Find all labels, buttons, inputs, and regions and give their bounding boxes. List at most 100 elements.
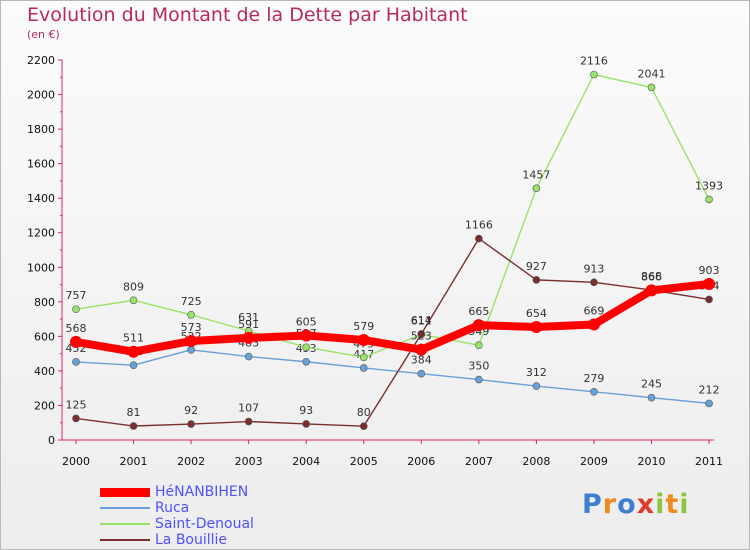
data-point-h-nanbihen	[242, 331, 255, 344]
legend-label-saint-denoual: Saint-Denoual	[155, 516, 254, 532]
chart-subtitle: (en €)	[27, 28, 60, 41]
data-label-la-bouillie: 81	[127, 406, 141, 419]
data-point-ruca	[302, 357, 311, 366]
data-point-ruca	[705, 399, 713, 408]
data-point-h-nanbihen	[530, 321, 543, 334]
x-tick-label: 2008	[522, 455, 550, 468]
data-label-h-nanbihen: 568	[66, 322, 87, 335]
data-point-ruca	[647, 393, 656, 402]
x-tick-label: 2010	[638, 455, 666, 468]
y-tick-label: 400	[34, 365, 55, 378]
x-tick-label: 2004	[292, 455, 320, 468]
legend-swatch-saint-denoual	[100, 523, 150, 525]
proxiti-logo: Proxiti	[582, 489, 690, 520]
legend-label-henanbihen: HéNANBIHEN	[155, 484, 249, 500]
data-point-h-nanbihen	[357, 333, 370, 346]
data-label-h-nanbihen: 579	[353, 320, 374, 333]
data-label-la-bouillie: 614	[411, 314, 432, 327]
data-label-saint-denoual: 809	[123, 280, 144, 293]
data-point-saint-denoual	[475, 341, 483, 349]
data-point-saint-denoual	[590, 70, 598, 79]
x-tick-label: 2003	[235, 455, 263, 468]
data-point-ruca	[417, 369, 426, 378]
data-label-la-bouillie: 927	[526, 260, 547, 273]
data-label-la-bouillie: 125	[66, 398, 87, 411]
data-point-la-bouillie	[705, 295, 713, 304]
data-point-saint-denoual	[705, 195, 713, 204]
data-label-ruca: 350	[468, 360, 489, 373]
data-label-saint-denoual: 631	[238, 311, 259, 324]
data-label-h-nanbihen: 573	[181, 321, 202, 334]
data-point-saint-denoual	[72, 305, 80, 314]
x-tick-label: 2005	[350, 455, 378, 468]
data-point-ruca	[532, 382, 541, 390]
data-point-ruca	[129, 361, 138, 370]
data-point-h-nanbihen	[645, 284, 658, 297]
data-label-saint-denoual: 757	[66, 289, 87, 302]
x-tick-label: 2001	[120, 455, 148, 468]
data-label-la-bouillie: 913	[583, 262, 604, 275]
data-label-h-nanbihen: 866	[641, 270, 662, 283]
data-label-saint-denoual: 1393	[695, 179, 723, 192]
legend-swatch-ruca	[100, 507, 150, 509]
data-label-h-nanbihen: 591	[238, 318, 259, 331]
data-label-h-nanbihen: 511	[123, 332, 144, 345]
data-label-ruca: 212	[699, 383, 720, 396]
legend-swatch-henanbihen	[100, 488, 150, 497]
data-label-la-bouillie: 92	[184, 404, 198, 417]
x-tick-label: 2009	[580, 455, 608, 468]
data-point-ruca	[244, 352, 253, 361]
data-point-h-nanbihen	[300, 329, 313, 342]
data-point-la-bouillie	[417, 330, 426, 338]
data-label-ruca: 279	[583, 372, 604, 385]
series-line-la-bouillie	[75, 237, 710, 427]
data-point-la-bouillie	[72, 414, 80, 423]
data-label-saint-denoual: 725	[181, 295, 202, 308]
data-label-h-nanbihen: 605	[296, 316, 317, 329]
data-point-saint-denoual	[532, 184, 541, 193]
data-point-saint-denoual	[302, 343, 311, 352]
y-tick-label: 200	[34, 399, 55, 412]
data-label-la-bouillie: 80	[357, 406, 371, 419]
y-tick-label: 2200	[27, 54, 55, 67]
data-label-h-nanbihen: 669	[583, 304, 604, 317]
x-tick-label: 2007	[465, 455, 493, 468]
data-label-saint-denoual: 1457	[522, 168, 550, 181]
data-label-ruca: 384	[411, 354, 432, 367]
data-label-la-bouillie: 107	[238, 402, 259, 415]
data-point-la-bouillie	[129, 422, 138, 430]
series-line-ruca	[75, 349, 710, 405]
data-label-la-bouillie: 93	[299, 404, 313, 417]
data-label-ruca: 312	[526, 366, 547, 379]
data-point-ruca	[359, 364, 368, 372]
data-point-ruca	[72, 358, 80, 366]
data-label-saint-denoual: 2041	[638, 67, 666, 80]
y-tick-label: 2000	[27, 89, 55, 102]
y-tick-label: 1200	[27, 227, 55, 240]
data-point-saint-denoual	[187, 310, 195, 319]
x-tick-label: 2006	[407, 455, 435, 468]
y-tick-label: 1800	[27, 123, 55, 136]
data-point-ruca	[475, 375, 483, 384]
y-tick-label: 1000	[27, 261, 55, 274]
data-point-la-bouillie	[359, 422, 368, 430]
x-tick-label: 2002	[177, 455, 205, 468]
chart-title: Evolution du Montant de la Dette par Hab…	[27, 4, 468, 26]
data-point-ruca	[590, 388, 598, 396]
legend-label-la-bouillie: La Bouillie	[155, 532, 228, 548]
data-label-h-nanbihen: 665	[468, 305, 489, 318]
data-point-h-nanbihen	[587, 318, 600, 331]
data-point-la-bouillie	[475, 234, 483, 243]
x-tick-label: 2000	[62, 455, 90, 468]
data-point-h-nanbihen	[703, 278, 716, 291]
data-point-saint-denoual	[129, 296, 138, 305]
y-tick-label: 800	[34, 296, 55, 309]
data-label-h-nanbihen: 523	[411, 330, 432, 343]
y-tick-label: 1400	[27, 192, 55, 205]
data-point-h-nanbihen	[70, 335, 82, 348]
data-label-h-nanbihen: 903	[699, 264, 720, 277]
data-label-la-bouillie: 868	[641, 270, 662, 283]
legend-swatch-la-bouillie	[100, 539, 150, 541]
